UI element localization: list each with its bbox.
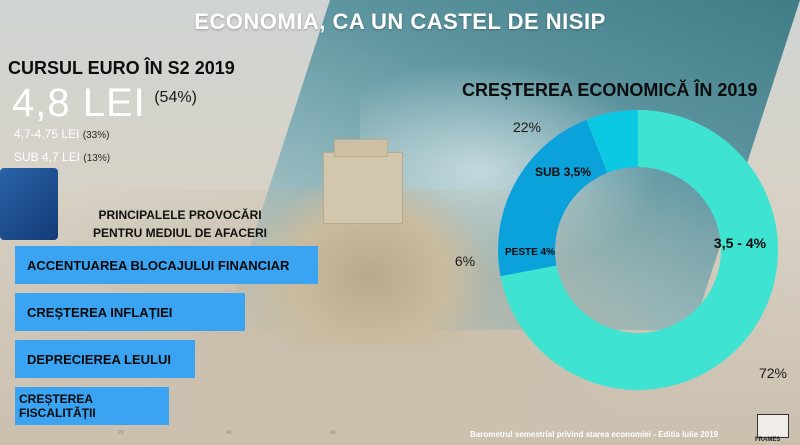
slice-label: 3,5 - 4% (714, 235, 767, 251)
euro-section-title: CURSUL EURO ÎN S2 2019 (8, 58, 235, 78)
slice-label: PESTE 4% (505, 247, 555, 258)
challenge-item-financial-blockage: ACCENTUAREA BLOCAJULUI FINANCIAR (15, 246, 318, 284)
donut-slice-3-5-4 (500, 110, 778, 391)
challenges-title-line: PRINCIPALELE PROVOCĂRI (98, 208, 262, 222)
challenges-title: PRINCIPALELE PROVOCĂRI PENTRU MEDIUL DE … (55, 206, 305, 242)
euro-row-label: 4,7-4,75 LEI (14, 127, 80, 141)
euro-forecast-row: 4,7-4,75 LEI (33%) (14, 127, 109, 141)
euro-row-percent: (33%) (82, 130, 110, 141)
euro-main-value: 4,8 LEI (12, 81, 146, 125)
challenge-item-fiscal-increase: CREȘTEREA FISCALITĂȚII (15, 387, 169, 425)
ruler-mark: 60 (330, 430, 336, 436)
euro-forecast-row: SUB 4,7 LEI (13%) (14, 150, 110, 164)
sand-castle-tower (323, 139, 403, 224)
euro-row-percent: (13%) (83, 153, 111, 164)
slice-label: SUB 3,5% (535, 165, 591, 179)
challenge-item-leu-depreciation: DEPRECIEREA LEULUI (15, 340, 195, 378)
slice-percent-label: 22% (513, 119, 541, 135)
slice-percent-label: 72% (759, 365, 787, 381)
ruler-mark: 20 (118, 430, 124, 436)
euro-row-label: SUB 4,7 LEI (14, 150, 81, 164)
challenge-item-inflation: CREȘTEREA INFLAȚIEI (15, 293, 245, 331)
challenges-title-line: PENTRU MEDIUL DE AFACERI (92, 226, 267, 240)
slice-percent-label: 6% (455, 253, 475, 269)
footer-source: Barometrul semestrial privind starea eco… (470, 430, 719, 439)
euro-main-percent: (54%) (154, 89, 197, 106)
frames-logo-icon (757, 414, 789, 438)
frames-logo-text: FRAMES (755, 437, 781, 443)
page-title: ECONOMIA, CA UN CASTEL DE NISIP (194, 9, 606, 34)
chart-title: CREȘTEREA ECONOMICĂ ÎN 2019 (462, 80, 758, 100)
blue-sand-mold (0, 168, 58, 240)
donut-slice-sub-3-5 (498, 119, 608, 277)
ruler-mark: 40 (226, 430, 232, 436)
euro-main-forecast: 4,8 LEI (54%) (12, 81, 197, 126)
donut-slice-peste-4 (586, 110, 638, 173)
